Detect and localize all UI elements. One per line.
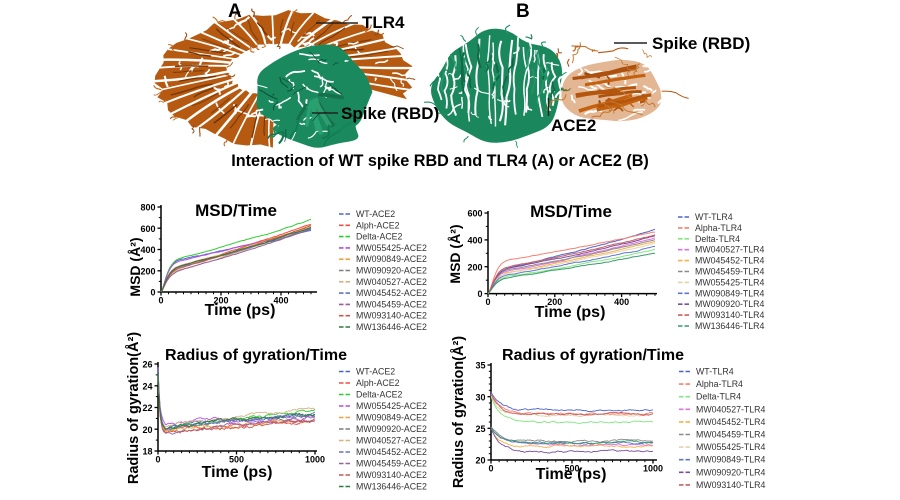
svg-text:Radius of gyration/Time: Radius of gyration/Time: [502, 347, 684, 364]
svg-text:MSD (Å²): MSD (Å²): [447, 224, 463, 283]
svg-text:Time (ps): Time (ps): [535, 304, 606, 321]
svg-text:MW055425-TLR4: MW055425-TLR4: [695, 277, 765, 287]
svg-text:Alpha-TLR4: Alpha-TLR4: [696, 379, 743, 389]
svg-text:MSD/Time: MSD/Time: [530, 202, 612, 221]
svg-text:800: 800: [140, 203, 155, 213]
svg-text:400: 400: [273, 295, 288, 305]
svg-text:MW055425-ACE2: MW055425-ACE2: [356, 401, 427, 411]
svg-text:MW040527-ACE2: MW040527-ACE2: [356, 277, 427, 287]
svg-text:MW090920-ACE2: MW090920-ACE2: [356, 424, 427, 434]
svg-text:MW045459-ACE2: MW045459-ACE2: [356, 459, 427, 469]
svg-text:TLR4: TLR4: [362, 13, 405, 32]
svg-text:MW093140-ACE2: MW093140-ACE2: [356, 470, 427, 480]
svg-text:18: 18: [142, 447, 152, 457]
svg-text:Radius of gyration(Å²): Radius of gyration(Å²): [125, 332, 142, 484]
svg-text:0: 0: [155, 454, 160, 464]
svg-text:600: 600: [467, 209, 482, 219]
svg-text:MW093140-TLR4: MW093140-TLR4: [696, 480, 766, 490]
svg-text:Delta-ACE2: Delta-ACE2: [356, 390, 403, 400]
svg-text:MW045452-TLR4: MW045452-TLR4: [695, 256, 765, 266]
svg-text:500: 500: [564, 463, 579, 473]
svg-text:400: 400: [614, 297, 629, 307]
svg-text:Spike (RBD): Spike (RBD): [341, 104, 439, 123]
svg-text:Delta-TLR4: Delta-TLR4: [696, 392, 741, 402]
svg-text:35: 35: [475, 361, 485, 371]
svg-text:25: 25: [475, 424, 485, 434]
svg-text:0: 0: [150, 288, 155, 298]
svg-text:MW093140-TLR4: MW093140-TLR4: [695, 310, 765, 320]
svg-text:MW093140-ACE2: MW093140-ACE2: [356, 311, 427, 321]
svg-text:0: 0: [477, 289, 482, 299]
svg-text:MW090849-ACE2: MW090849-ACE2: [356, 413, 427, 423]
svg-text:Alph-ACE2: Alph-ACE2: [356, 220, 400, 230]
svg-text:ACE2: ACE2: [551, 116, 596, 135]
svg-text:Spike (RBD): Spike (RBD): [652, 34, 750, 53]
svg-text:0: 0: [488, 463, 493, 473]
svg-text:MW090920-TLR4: MW090920-TLR4: [696, 467, 766, 477]
svg-text:MW045459-ACE2: MW045459-ACE2: [356, 299, 427, 309]
svg-text:MW055425-ACE2: MW055425-ACE2: [356, 243, 427, 253]
svg-text:22: 22: [142, 403, 152, 413]
svg-text:600: 600: [140, 224, 155, 234]
svg-text:Alph-ACE2: Alph-ACE2: [356, 378, 400, 388]
svg-text:20: 20: [142, 425, 152, 435]
svg-text:MW045459-TLR4: MW045459-TLR4: [696, 430, 766, 440]
svg-text:MSD/Time: MSD/Time: [195, 201, 277, 220]
svg-text:WT-TLR4: WT-TLR4: [696, 367, 734, 377]
svg-text:B: B: [516, 1, 530, 22]
svg-text:MW045452-ACE2: MW045452-ACE2: [356, 447, 427, 457]
svg-text:MW136446-ACE2: MW136446-ACE2: [356, 482, 427, 492]
svg-text:400: 400: [140, 245, 155, 255]
svg-text:0: 0: [485, 297, 490, 307]
svg-text:200: 200: [547, 297, 562, 307]
svg-text:MW045459-TLR4: MW045459-TLR4: [695, 267, 765, 277]
svg-text:MW045452-ACE2: MW045452-ACE2: [356, 288, 427, 298]
svg-text:Radius of gyration(Å²): Radius of gyration(Å²): [450, 336, 467, 488]
svg-text:Radius of gyration/Time: Radius of gyration/Time: [165, 347, 347, 364]
svg-text:Delta-TLR4: Delta-TLR4: [695, 234, 740, 244]
svg-text:20: 20: [475, 456, 485, 466]
svg-text:Time (ps): Time (ps): [205, 302, 276, 319]
svg-text:MW040527-ACE2: MW040527-ACE2: [356, 436, 427, 446]
svg-text:WT-TLR4: WT-TLR4: [695, 212, 733, 222]
svg-text:1000: 1000: [643, 463, 663, 473]
svg-text:MW090920-ACE2: MW090920-ACE2: [356, 266, 427, 276]
svg-text:MW090920-TLR4: MW090920-TLR4: [695, 299, 765, 309]
svg-text:MW090849-TLR4: MW090849-TLR4: [695, 288, 765, 298]
svg-text:WT-ACE2: WT-ACE2: [356, 367, 395, 377]
svg-text:24: 24: [142, 381, 152, 391]
svg-text:Alpha-TLR4: Alpha-TLR4: [695, 223, 742, 233]
svg-text:MW090849-ACE2: MW090849-ACE2: [356, 254, 427, 264]
svg-text:500: 500: [229, 454, 244, 464]
svg-text:400: 400: [467, 236, 482, 246]
svg-text:MW136446-TLR4: MW136446-TLR4: [695, 321, 765, 331]
svg-text:Time (ps): Time (ps): [536, 466, 607, 483]
svg-text:MW055425-TLR4: MW055425-TLR4: [696, 442, 766, 452]
svg-text:MW090849-TLR4: MW090849-TLR4: [696, 455, 766, 465]
svg-text:200: 200: [467, 262, 482, 272]
svg-text:MW136446-ACE2: MW136446-ACE2: [356, 322, 427, 332]
svg-text:200: 200: [140, 266, 155, 276]
svg-text:1000: 1000: [305, 454, 325, 464]
svg-text:30: 30: [475, 392, 485, 402]
svg-text:WT-ACE2: WT-ACE2: [356, 209, 395, 219]
svg-text:A: A: [228, 1, 242, 22]
svg-text:MW045452-TLR4: MW045452-TLR4: [696, 417, 766, 427]
svg-text:0: 0: [158, 295, 163, 305]
svg-text:MW040527-TLR4: MW040527-TLR4: [695, 245, 765, 255]
svg-text:MW040527-TLR4: MW040527-TLR4: [696, 404, 766, 414]
svg-text:200: 200: [213, 295, 228, 305]
svg-text:Time (ps): Time (ps): [202, 464, 273, 481]
svg-text:MSD (Å²): MSD (Å²): [127, 237, 143, 296]
svg-text:26: 26: [142, 360, 152, 370]
svg-text:Delta-ACE2: Delta-ACE2: [356, 232, 403, 242]
svg-text:Interaction of WT spike RBD an: Interaction of WT spike RBD and TLR4 (A)…: [231, 152, 649, 170]
